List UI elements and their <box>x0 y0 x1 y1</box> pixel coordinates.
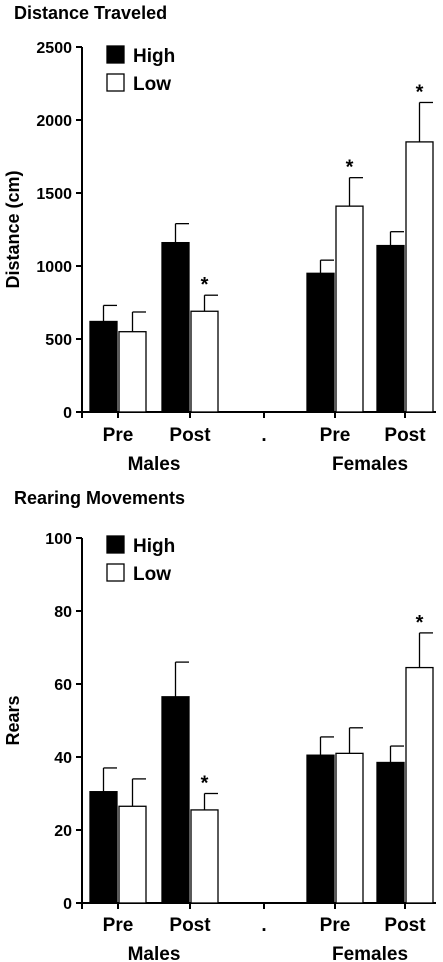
bar-high <box>306 272 335 413</box>
legend-label-high: High <box>133 536 175 557</box>
bar-low <box>190 310 219 413</box>
y-axis-label: Rears <box>3 695 23 745</box>
significance-marker: * <box>201 773 209 795</box>
x-tick-label: Post <box>169 915 211 936</box>
legend-label-high: High <box>133 46 175 67</box>
legend-swatch-high <box>106 535 125 554</box>
group-label: Males <box>128 454 181 475</box>
x-tick-label: . <box>261 915 266 936</box>
bar-low <box>405 141 434 413</box>
y-tick-label: 60 <box>54 677 72 694</box>
legend-swatch-high <box>106 45 125 64</box>
bar-low <box>118 331 147 413</box>
bar-low <box>405 666 434 904</box>
y-tick-label: 2000 <box>36 113 72 130</box>
group-label: Females <box>332 944 408 962</box>
bar-high <box>376 761 405 904</box>
y-tick-label: 0 <box>63 896 72 913</box>
legend-swatch-low <box>106 563 125 582</box>
y-tick-label: 1500 <box>36 186 72 203</box>
significance-marker: * <box>201 274 209 296</box>
bar-high <box>306 754 335 904</box>
y-tick-label: 1000 <box>36 259 72 276</box>
y-tick-label: 100 <box>45 531 72 548</box>
bar-low <box>190 809 219 904</box>
x-tick-label: Post <box>384 915 426 936</box>
x-tick-label: . <box>261 425 266 446</box>
y-tick-label: 2500 <box>36 40 72 57</box>
chart-panel-1: Distance Traveled Distance (cm) 0 500 1000 15… <box>3 3 436 475</box>
x-tick-label: Pre <box>320 915 351 936</box>
bar-high <box>89 320 118 413</box>
x-tick-label: Pre <box>103 425 134 446</box>
bar-low <box>335 205 364 413</box>
bar-high <box>161 696 190 904</box>
y-tick-label: 40 <box>54 750 72 767</box>
y-axis-label: Distance (cm) <box>3 170 23 288</box>
x-tick-label: Pre <box>103 915 134 936</box>
y-tick-label: 500 <box>45 332 72 349</box>
x-tick-label: Pre <box>320 425 351 446</box>
y-tick-label: 20 <box>54 823 72 840</box>
bar-high <box>376 244 405 413</box>
legend-label-low: Low <box>133 74 171 95</box>
significance-marker: * <box>416 81 424 103</box>
bar-low <box>335 752 364 904</box>
chart-title: Distance Traveled <box>14 3 167 23</box>
chart-panel-2: Rearing Movements Rears 0 20 40 60 80 100 Pre Pos… <box>3 488 436 962</box>
chart-title: Rearing Movements <box>14 488 185 508</box>
y-tick-label: 0 <box>63 405 72 422</box>
significance-marker: * <box>416 612 424 634</box>
bar-low <box>118 805 147 904</box>
legend-swatch-low <box>106 73 125 92</box>
bar-high <box>161 241 190 413</box>
legend-label-low: Low <box>133 564 171 585</box>
group-label: Males <box>128 944 181 962</box>
group-label: Females <box>332 454 408 475</box>
x-tick-label: Post <box>384 425 426 446</box>
bar-high <box>89 791 118 904</box>
significance-marker: * <box>346 157 354 179</box>
y-tick-label: 80 <box>54 604 72 621</box>
x-tick-label: Post <box>169 425 211 446</box>
